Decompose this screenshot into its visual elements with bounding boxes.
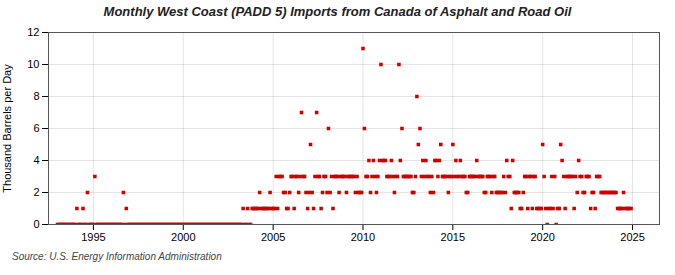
svg-text:2: 2 [33,186,39,198]
svg-text:6: 6 [33,122,39,134]
svg-text:2015: 2015 [441,231,465,243]
svg-text:2000: 2000 [171,231,195,243]
html-text:Source: U.S. Energy Informatio: Source: U.S. Energy Information Administ… [12,251,222,262]
svg-text:2020: 2020 [530,231,554,243]
svg-text:Thousand Barrels per Day: Thousand Barrels per Day [1,64,13,193]
svg-text:1995: 1995 [81,231,105,243]
svg-text:0: 0 [33,218,39,230]
svg-text:2025: 2025 [620,231,644,243]
svg-text:12: 12 [27,26,39,38]
html-text:Monthly West Coast (PADD 5) Im: Monthly West Coast (PADD 5) Imports from… [103,4,572,19]
svg-text:4: 4 [33,154,39,166]
svg-text:10: 10 [27,58,39,70]
svg-text:2005: 2005 [261,231,285,243]
svg-text:2010: 2010 [351,231,375,243]
svg-text:8: 8 [33,90,39,102]
